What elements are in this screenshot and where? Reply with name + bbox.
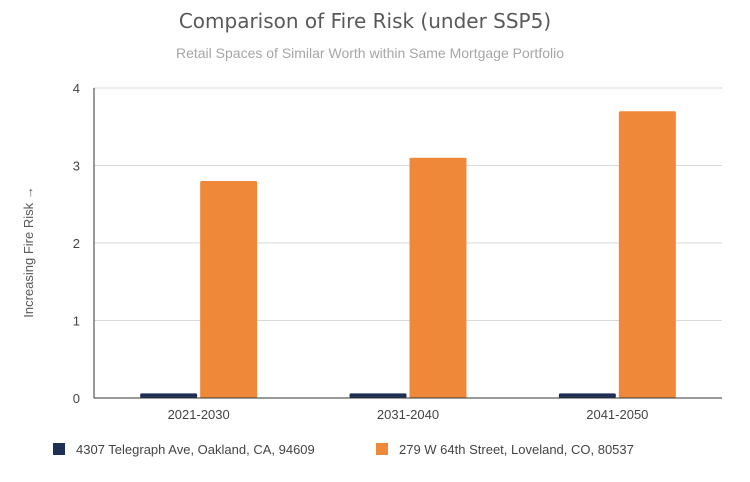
x-tick-label: 2021-2030	[168, 407, 230, 422]
legend: 4307 Telegraph Ave, Oakland, CA, 94609 27…	[53, 442, 634, 457]
y-tick-label: 2	[73, 236, 80, 251]
legend-swatch	[53, 443, 65, 455]
bar-1-2041-2050	[558, 393, 616, 398]
x-tick-labels: 2021-2030 2031-2040 2041-2050	[168, 407, 649, 422]
x-tick-label: 2041-2050	[586, 407, 648, 422]
y-tick-label: 1	[73, 314, 80, 329]
bar-2-2041-2050	[618, 111, 676, 398]
legend-label: 4307 Telegraph Ave, Oakland, CA, 94609	[76, 442, 315, 457]
bars	[140, 111, 676, 398]
gridlines	[94, 87, 722, 321]
y-tick-label: 4	[73, 81, 80, 96]
chart-subtitle: Retail Spaces of Similar Worth within Sa…	[176, 45, 564, 61]
x-tick-label: 2031-2040	[377, 407, 439, 422]
y-tick-label: 0	[73, 391, 80, 406]
bar-1-2031-2040	[349, 393, 407, 398]
y-tick-labels: 0 1 2 3 4	[73, 81, 80, 406]
y-axis-label: Increasing Fire Risk →	[21, 186, 36, 317]
bar-1-2021-2030	[140, 393, 198, 398]
chart-title: Comparison of Fire Risk (under SSP5)	[179, 9, 551, 33]
bar-2-2031-2040	[409, 157, 467, 398]
bar-2-2021-2030	[200, 181, 258, 398]
legend-swatch	[376, 443, 388, 455]
legend-label: 279 W 64th Street, Loveland, CO, 80537	[399, 442, 634, 457]
y-tick-label: 3	[73, 159, 80, 174]
